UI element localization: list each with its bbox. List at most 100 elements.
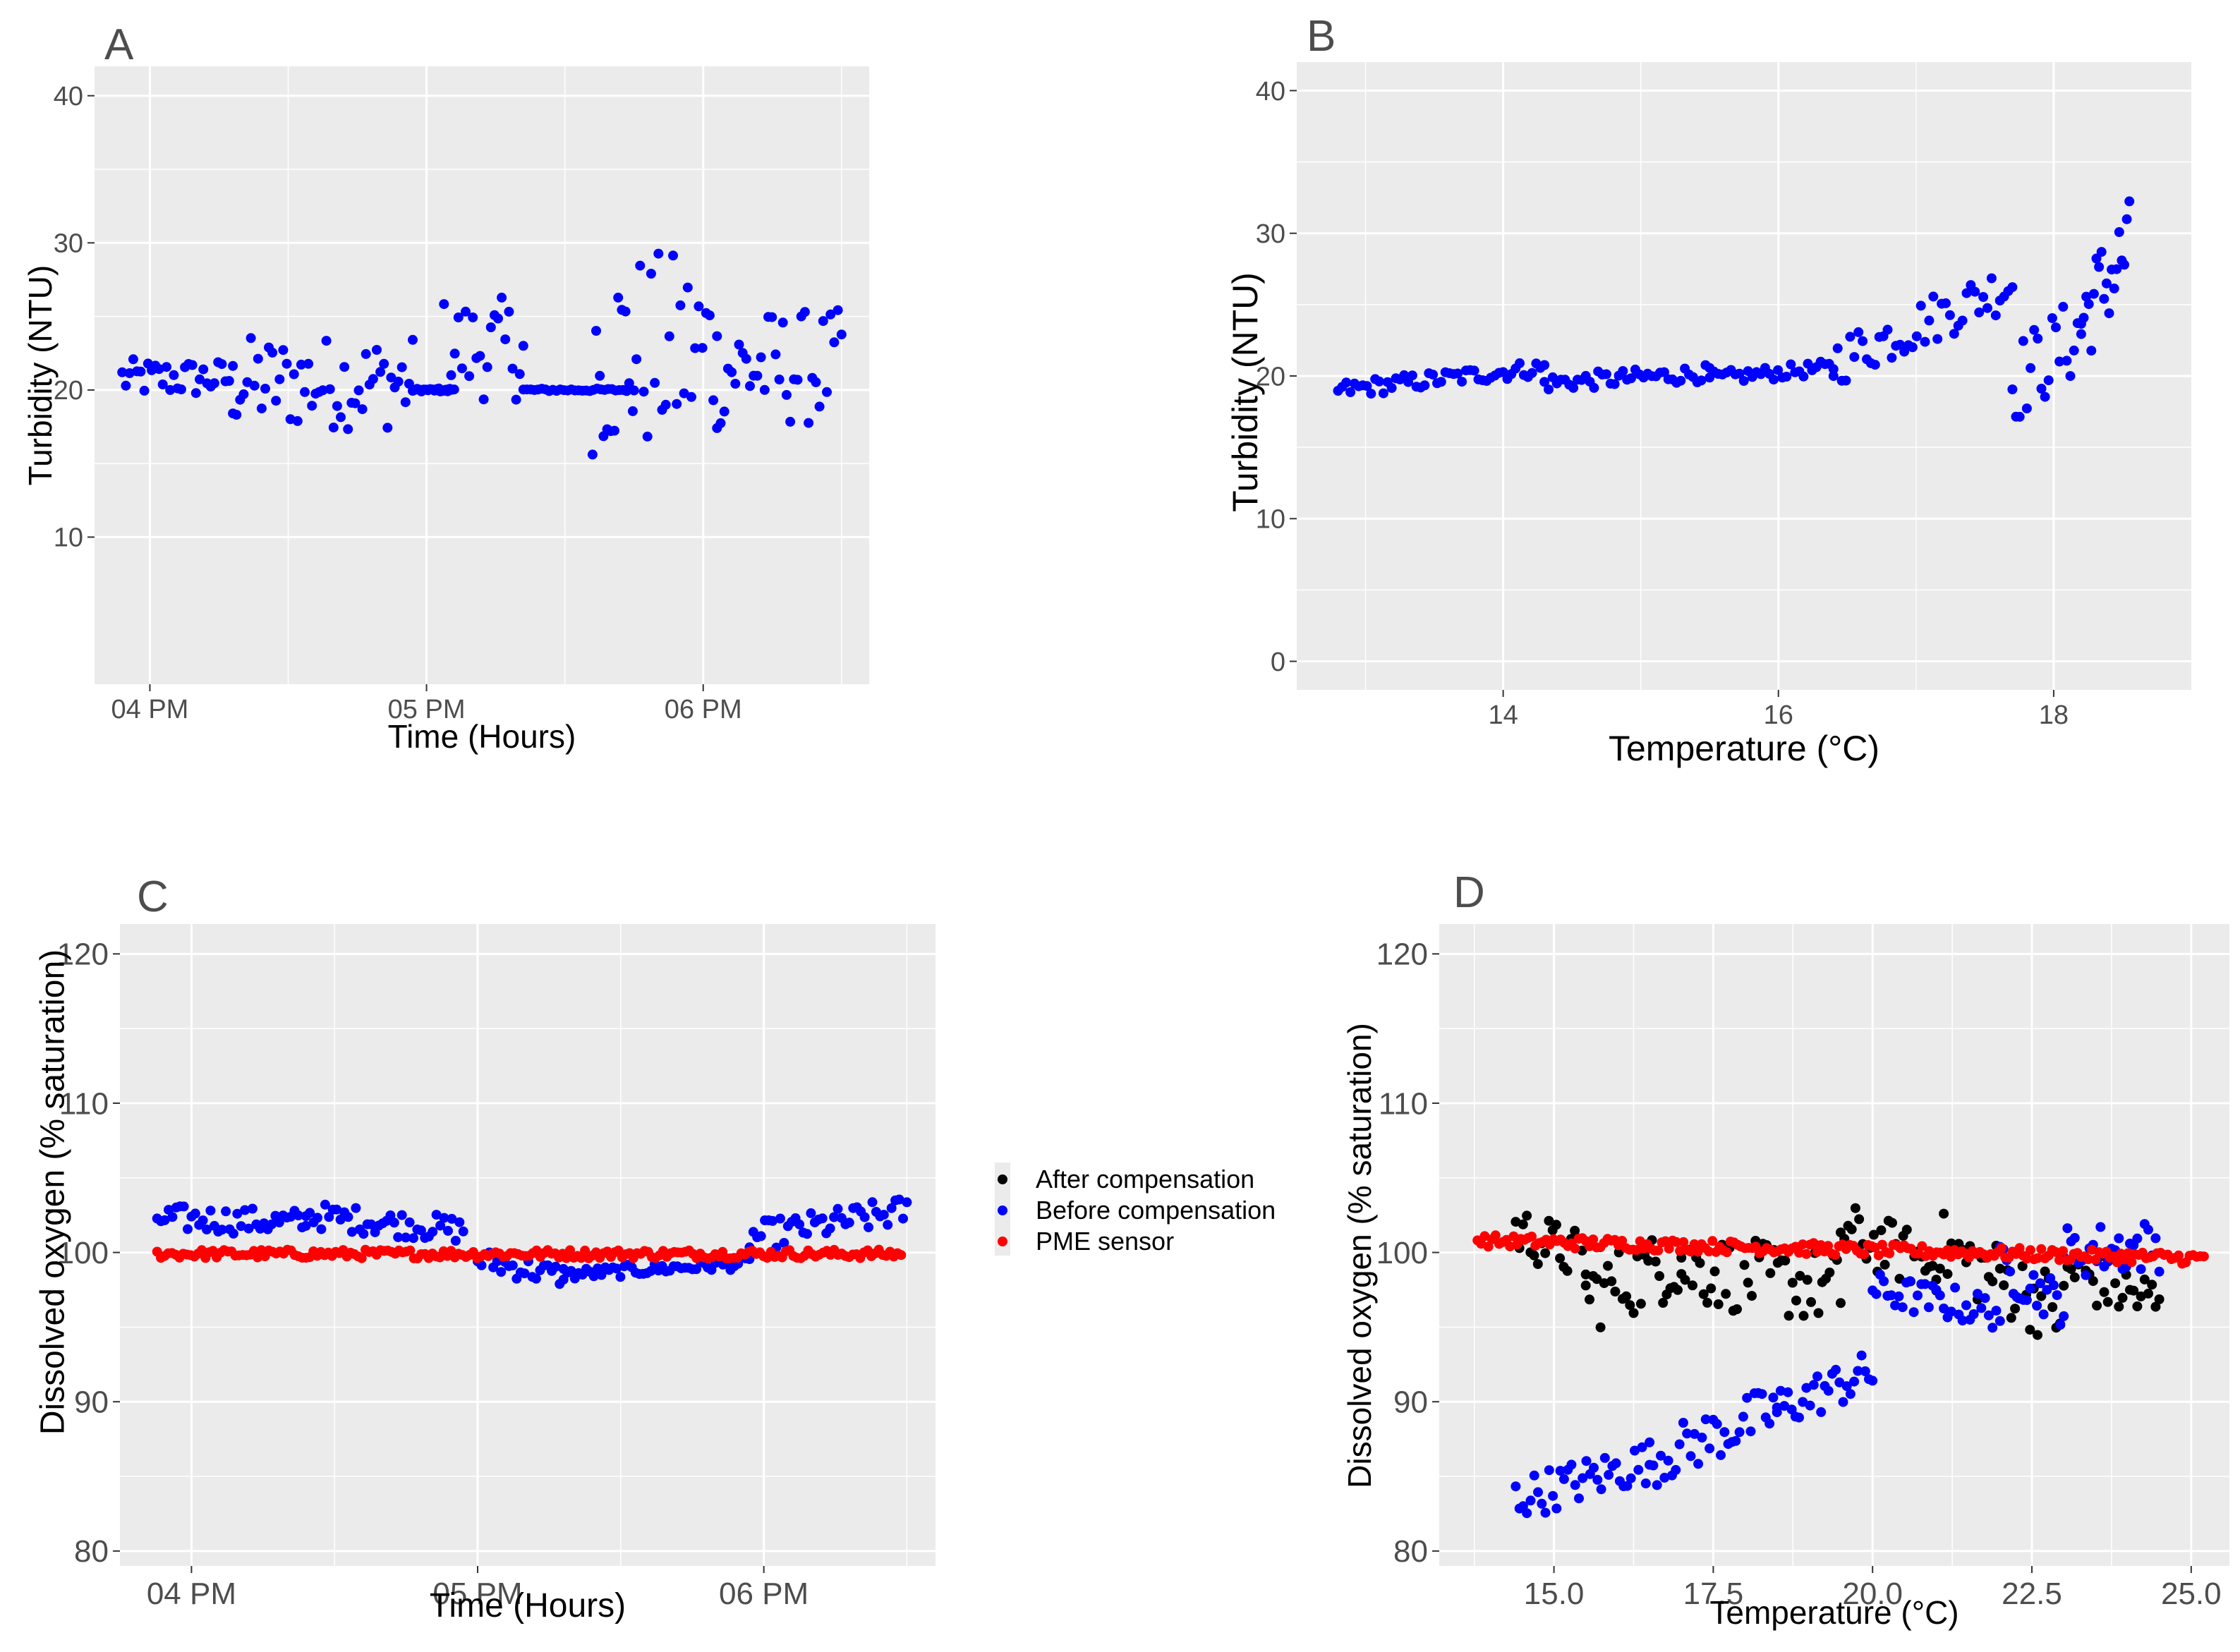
x-tick-label: 14 xyxy=(1488,700,1518,730)
data-point xyxy=(2035,1278,2045,1289)
data-point xyxy=(1676,375,1686,386)
data-point xyxy=(596,1270,607,1280)
data-point xyxy=(1978,292,1989,302)
data-point xyxy=(1868,1229,1879,1240)
y-tick-label: 80 xyxy=(74,1534,109,1569)
data-point xyxy=(1935,1263,1945,1274)
data-point xyxy=(325,384,335,394)
data-point xyxy=(357,404,368,415)
data-point xyxy=(228,1228,238,1239)
data-point xyxy=(1846,1224,1857,1234)
data-point xyxy=(1698,1289,1709,1299)
y-tick-label: 90 xyxy=(74,1385,109,1420)
data-point xyxy=(2025,1325,2035,1335)
data-point xyxy=(260,384,270,394)
data-point xyxy=(135,366,146,377)
data-point xyxy=(690,343,701,353)
data-point xyxy=(2088,289,2099,299)
x-tick-label: 18 xyxy=(2039,700,2069,730)
data-point xyxy=(2154,1266,2165,1277)
data-point xyxy=(1678,1418,1688,1428)
data-point xyxy=(650,377,660,388)
data-point xyxy=(2081,1270,2091,1280)
data-point xyxy=(1849,352,1860,363)
data-point xyxy=(1603,1261,1613,1271)
data-point xyxy=(2036,1244,2047,1254)
data-point xyxy=(1823,1385,1834,1396)
data-point xyxy=(2062,1223,2073,1234)
x-tick-label: 05 PM xyxy=(388,695,466,724)
data-point xyxy=(1764,1419,1775,1429)
data-point xyxy=(1483,1241,1494,1252)
y-tick-label: 30 xyxy=(1256,219,1285,249)
data-point xyxy=(2069,1272,2080,1282)
data-point xyxy=(1957,315,1968,326)
data-point xyxy=(1604,1469,1614,1480)
data-point xyxy=(2059,1280,2069,1291)
data-point xyxy=(1570,1480,1580,1490)
data-point xyxy=(2129,1285,2139,1296)
data-point xyxy=(1897,1302,1908,1313)
data-point xyxy=(464,371,475,382)
data-point xyxy=(1805,1400,1815,1411)
data-point xyxy=(1551,1503,1562,1514)
data-point xyxy=(627,406,638,416)
data-point xyxy=(2065,371,2076,382)
data-point xyxy=(2029,324,2040,335)
data-point xyxy=(1876,1225,1887,1236)
data-point xyxy=(2154,1294,2165,1304)
data-point xyxy=(1824,1268,1835,1277)
data-point xyxy=(1621,1291,1632,1301)
data-point xyxy=(588,1271,599,1282)
data-point xyxy=(1341,377,1352,388)
data-point xyxy=(431,1210,442,1220)
data-point xyxy=(162,362,171,372)
data-point xyxy=(385,1210,396,1220)
data-point xyxy=(1663,1455,1673,1466)
data-point xyxy=(1802,1275,1812,1285)
data-point xyxy=(1721,1247,1732,1258)
data-point xyxy=(1890,1300,1901,1311)
data-point xyxy=(1928,291,1939,302)
data-point xyxy=(1660,1236,1671,1246)
data-point xyxy=(1867,1375,1878,1386)
data-point xyxy=(1685,1451,1696,1462)
data-point xyxy=(1745,1426,1756,1437)
data-point xyxy=(1592,1274,1602,1284)
data-point xyxy=(1798,1397,1808,1407)
data-point xyxy=(2136,1264,2146,1275)
data-point xyxy=(519,1268,530,1279)
data-point xyxy=(1845,332,1855,342)
data-point xyxy=(461,306,471,317)
data-point xyxy=(450,1236,461,1246)
data-point xyxy=(240,1205,250,1215)
data-point xyxy=(1527,1232,1537,1241)
data-point xyxy=(400,397,411,408)
data-point xyxy=(458,1226,468,1237)
data-point xyxy=(447,1213,457,1224)
data-point xyxy=(1917,1241,1927,1251)
data-point xyxy=(453,312,464,322)
x-tick-label: 15.0 xyxy=(1524,1577,1585,1611)
legend-key xyxy=(998,1205,1007,1215)
data-point xyxy=(456,363,467,374)
data-point xyxy=(2033,334,2043,344)
data-point xyxy=(1700,1414,1711,1425)
data-point xyxy=(408,334,418,345)
data-point xyxy=(759,384,770,395)
data-point xyxy=(777,317,788,328)
data-point xyxy=(404,1217,415,1227)
data-point xyxy=(833,1203,843,1214)
data-point xyxy=(439,1213,449,1223)
data-point xyxy=(1436,377,1446,387)
data-point xyxy=(2198,1251,2209,1262)
data-point xyxy=(2069,345,2079,356)
data-point xyxy=(902,1197,912,1208)
data-point xyxy=(1747,1291,1757,1301)
data-point xyxy=(246,333,256,344)
data-point xyxy=(1920,336,1930,347)
data-point xyxy=(883,1220,893,1230)
data-point xyxy=(442,386,453,396)
data-point xyxy=(435,386,446,396)
data-point xyxy=(1769,375,1779,385)
